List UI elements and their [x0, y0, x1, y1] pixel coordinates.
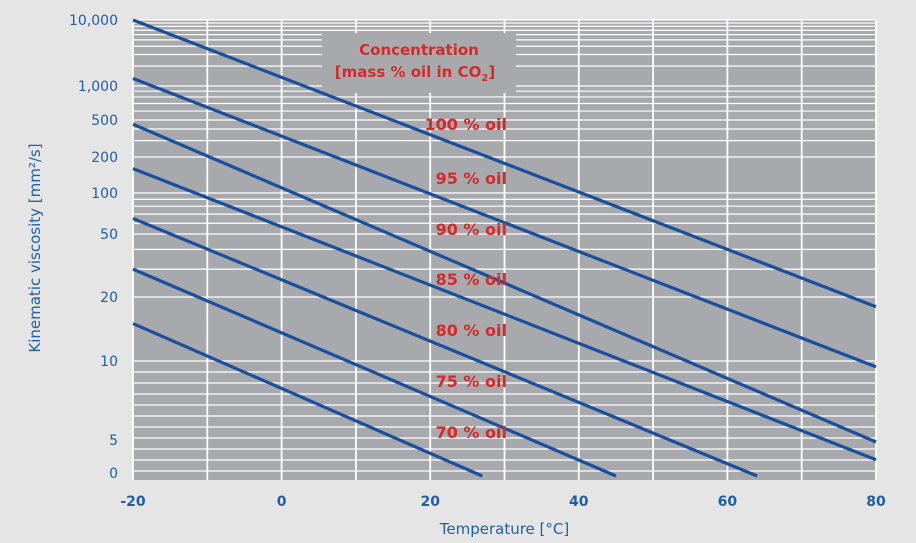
x-axis-title: Temperature [°C]	[439, 520, 569, 538]
series-label-4: 85 % oil	[436, 270, 507, 289]
y-axis-title: Kinematic viscosity [mm²/s]	[26, 143, 44, 352]
x-tick-label: 0	[277, 494, 287, 510]
series-label-5: 80 % oil	[436, 321, 507, 340]
series-label-3: 90 % oil	[436, 220, 507, 239]
y-tick-label: 0	[109, 466, 118, 482]
series-line-2	[132, 76, 877, 369]
legend-title-line2: [mass % oil in CO2]	[335, 63, 495, 84]
series-line-6	[132, 267, 617, 478]
y-tick-label: 20	[100, 290, 118, 306]
series-line-4	[132, 167, 877, 462]
x-tick-label: 80	[866, 494, 886, 510]
y-tick-label: 50	[100, 227, 118, 243]
series-label-6: 75 % oil	[436, 372, 507, 391]
x-tick-label: 60	[718, 494, 738, 510]
x-tick-label: 20	[420, 494, 440, 510]
series-label-7: 70 % oil	[436, 423, 507, 442]
y-tick-label: 1,000	[78, 79, 118, 95]
x-tick-label: 40	[569, 494, 589, 510]
y-tick-label: 100	[91, 186, 118, 202]
series-line-5	[132, 217, 758, 478]
legend-box	[322, 33, 516, 93]
series-label-2: 95 % oil	[436, 169, 507, 188]
x-tick-label: -20	[120, 494, 146, 510]
series-label-1: 100 % oil	[424, 115, 507, 134]
y-tick-label: 10,000	[69, 13, 118, 29]
legend-title-line1: Concentration	[359, 41, 479, 59]
series-line-7	[132, 322, 483, 478]
y-tick-label: 500	[91, 113, 118, 129]
y-tick-label: 5	[109, 433, 118, 449]
y-tick-label: 200	[91, 150, 118, 166]
series-line-3	[132, 122, 877, 444]
y-tick-label: 10	[100, 354, 118, 370]
series-line-1	[132, 18, 877, 309]
